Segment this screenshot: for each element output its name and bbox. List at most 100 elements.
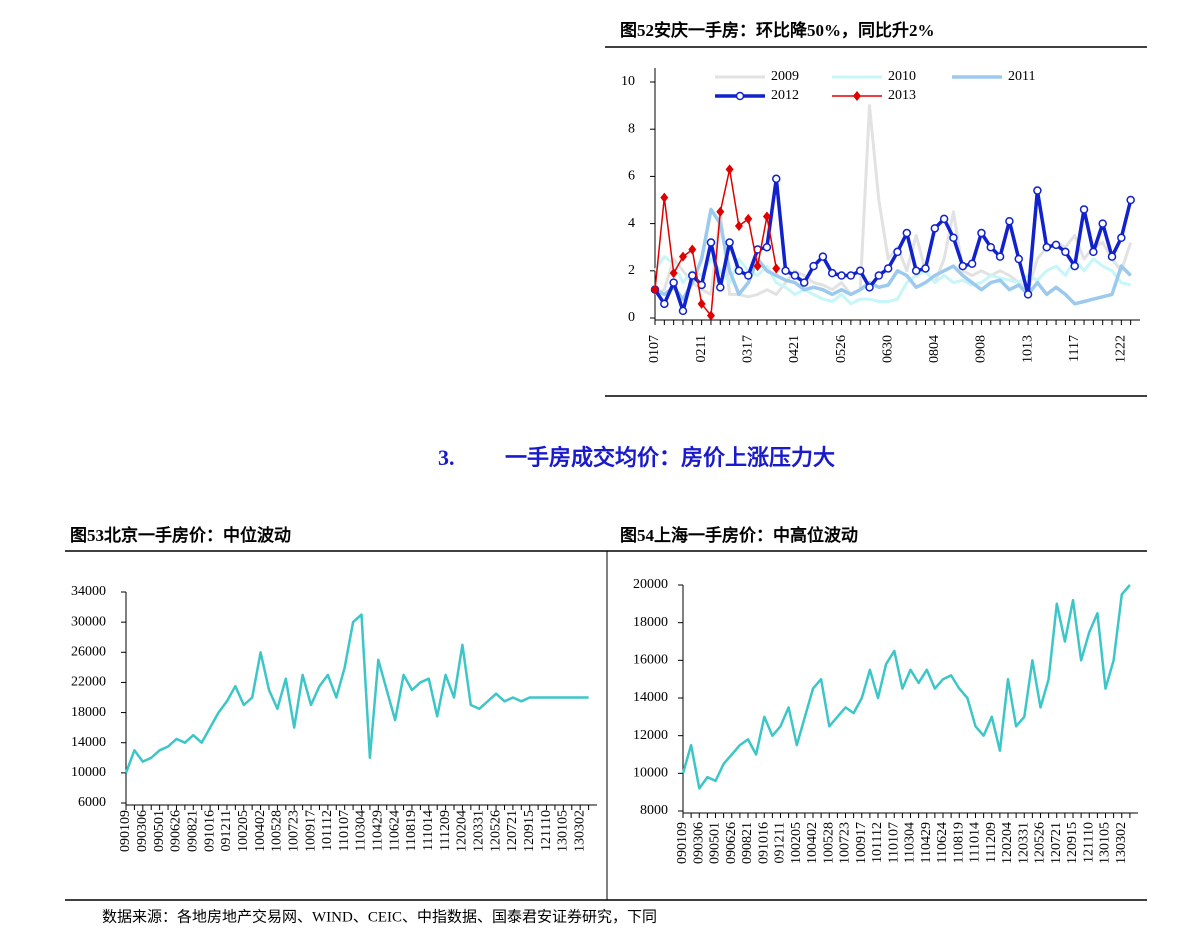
x-tick-label: 100917 <box>854 822 869 864</box>
y-tick-label: 22000 <box>71 675 106 690</box>
marker <box>753 261 762 272</box>
x-tick-label: 110304 <box>903 822 918 863</box>
marker <box>762 211 771 222</box>
y-tick-label: 18000 <box>71 705 106 720</box>
marker <box>772 174 781 184</box>
marker <box>651 284 659 295</box>
y-tick-label: 0 <box>628 310 635 325</box>
marker <box>949 233 958 243</box>
marker <box>930 224 940 233</box>
section-number: 3. <box>438 445 455 470</box>
section-heading: 一手房成交均价：房价上涨压力大 <box>505 445 835 470</box>
x-tick-label: 090306 <box>691 822 706 864</box>
x-tick-label: 0107 <box>647 335 662 363</box>
x-tick-label: 100528 <box>821 822 836 864</box>
marker <box>716 283 725 292</box>
x-tick-label: 110429 <box>371 810 386 851</box>
marker <box>1117 233 1126 243</box>
x-tick-label: 110624 <box>387 810 402 851</box>
marker <box>1051 240 1061 250</box>
chart-title: 图53北京一手房价：中位波动 <box>70 525 291 545</box>
marker <box>1126 195 1135 205</box>
legend-label: 2009 <box>771 69 799 84</box>
x-tick-label: 1117 <box>1067 335 1082 362</box>
marker <box>688 271 697 280</box>
x-tick-label: 091211 <box>219 810 234 851</box>
y-tick-label: 18000 <box>633 615 668 630</box>
x-tick-label: 0908 <box>974 335 989 363</box>
source-note: 数据来源：各地房地产交易网、WIND、CEIC、中指数据、国泰君安证券研究，下同 <box>102 907 657 925</box>
marker <box>827 268 837 278</box>
marker <box>669 268 678 279</box>
marker <box>716 206 725 217</box>
marker <box>799 278 809 287</box>
x-tick-label: 090821 <box>740 822 755 864</box>
x-tick-label: 120915 <box>522 810 537 852</box>
legend-label: 2011 <box>1008 69 1035 84</box>
y-tick-label: 20000 <box>633 577 668 592</box>
x-tick-label: 0526 <box>834 335 849 363</box>
marker <box>688 244 697 255</box>
marker <box>986 242 996 252</box>
chart-title: 图54上海一手房价：中高位波动 <box>620 525 858 545</box>
marker <box>1089 247 1098 257</box>
marker <box>1098 219 1107 228</box>
marker <box>744 271 753 280</box>
x-tick-label: 130105 <box>1098 822 1113 864</box>
marker <box>706 310 715 321</box>
y-tick-label: 4 <box>628 216 635 231</box>
marker <box>678 306 688 316</box>
y-tick-label: 10000 <box>71 765 106 780</box>
x-tick-label: 100528 <box>270 810 285 852</box>
marker <box>883 264 893 273</box>
marker <box>697 298 706 309</box>
x-tick-label: 111209 <box>984 822 999 863</box>
y-tick-label: 6 <box>628 169 635 184</box>
marker <box>734 266 744 276</box>
marker <box>744 213 753 224</box>
marker <box>772 263 781 274</box>
marker <box>762 242 772 252</box>
x-tick-label: 100723 <box>838 822 853 864</box>
x-tick-label: 0630 <box>880 335 895 363</box>
x-tick-label: 130302 <box>572 810 587 852</box>
x-tick-label: 0421 <box>787 335 802 363</box>
chart-title: 图52安庆一手房：环比降50%，同比升2% <box>620 20 935 40</box>
marker <box>911 266 921 276</box>
marker <box>725 238 734 247</box>
x-tick-label: 130302 <box>1114 822 1129 864</box>
x-tick-label: 0804 <box>927 335 942 363</box>
y-tick-label: 8000 <box>640 803 668 818</box>
x-tick-label: 110429 <box>919 822 934 863</box>
x-tick-label: 120721 <box>1049 822 1064 864</box>
marker <box>995 252 1005 261</box>
y-tick-label: 26000 <box>71 645 106 660</box>
x-tick-label: 090821 <box>186 810 201 852</box>
marker <box>669 278 678 287</box>
y-tick-label: 12000 <box>633 728 668 743</box>
x-tick-label: 111209 <box>438 810 453 851</box>
x-tick-label: 120331 <box>1016 822 1031 864</box>
marker <box>1107 252 1117 261</box>
marker <box>1014 254 1023 264</box>
marker <box>781 266 790 276</box>
series-line <box>681 584 1131 790</box>
x-tick-label: 100205 <box>236 810 251 852</box>
x-tick-label: 120721 <box>505 810 520 852</box>
marker <box>1061 247 1070 257</box>
marker <box>734 220 743 231</box>
x-tick-label: 130105 <box>556 810 571 852</box>
x-tick-label: 091016 <box>756 822 771 864</box>
marker <box>660 192 669 203</box>
marker <box>846 271 856 280</box>
marker <box>725 164 734 175</box>
x-tick-label: 0211 <box>694 335 709 362</box>
x-tick-label: 0317 <box>740 335 755 363</box>
y-tick-label: 6000 <box>78 795 106 810</box>
y-tick-label: 10000 <box>633 766 668 781</box>
x-tick-label: 091211 <box>773 822 788 863</box>
marker <box>874 271 884 280</box>
marker <box>837 271 846 280</box>
x-tick-label: 090306 <box>135 810 150 852</box>
